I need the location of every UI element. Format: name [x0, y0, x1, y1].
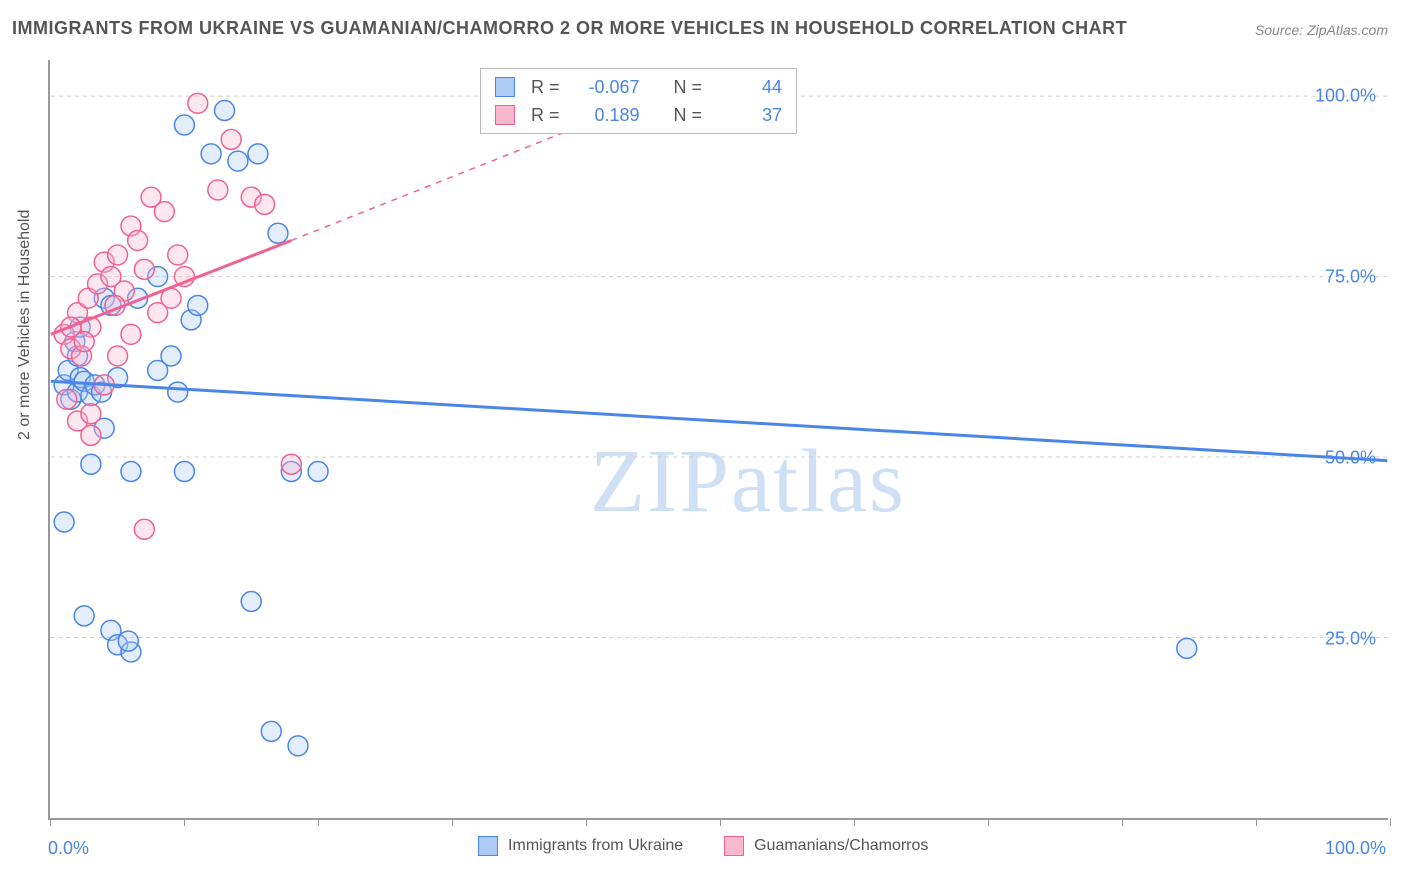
- scatter-point: [241, 591, 261, 611]
- scatter-point: [108, 245, 128, 265]
- scatter-point: [308, 462, 328, 482]
- scatter-point: [248, 144, 268, 164]
- x-tick: [452, 818, 453, 826]
- scatter-point: [188, 295, 208, 315]
- scatter-point: [174, 462, 194, 482]
- swatch-series2-icon: [495, 105, 515, 125]
- source-label: Source: ZipAtlas.com: [1255, 22, 1388, 38]
- scatter-point: [128, 231, 148, 251]
- y-tick-label: 75.0%: [1325, 267, 1376, 288]
- legend-item-series1: Immigrants from Ukraine: [478, 837, 688, 854]
- scatter-point: [221, 129, 241, 149]
- stats-row-series1: R = -0.067 N = 44: [495, 73, 782, 101]
- scatter-point: [134, 259, 154, 279]
- scatter-point: [288, 736, 308, 756]
- x-tick: [50, 818, 51, 826]
- scatter-point: [154, 202, 174, 222]
- scatter-point: [188, 93, 208, 113]
- x-tick: [1122, 818, 1123, 826]
- y-tick-label: 25.0%: [1325, 629, 1376, 650]
- scatter-point: [268, 223, 288, 243]
- scatter-point: [108, 346, 128, 366]
- scatter-point: [208, 180, 228, 200]
- scatter-point: [148, 303, 168, 323]
- scatter-point: [168, 245, 188, 265]
- scatter-point: [74, 606, 94, 626]
- legend-label-series1: Immigrants from Ukraine: [508, 837, 683, 854]
- n-label: N =: [674, 73, 703, 101]
- y-tick-label: 50.0%: [1325, 448, 1376, 469]
- n-value-series1: 44: [712, 73, 782, 101]
- legend-item-series2: Guamanians/Chamorros: [724, 837, 929, 854]
- x-tick: [184, 818, 185, 826]
- scatter-point: [81, 454, 101, 474]
- scatter-point: [255, 194, 275, 214]
- scatter-point: [1177, 638, 1197, 658]
- swatch-series1-icon: [478, 836, 498, 856]
- swatch-series1-icon: [495, 77, 515, 97]
- r-label: R =: [531, 73, 560, 101]
- r-value-series2: 0.189: [570, 101, 640, 129]
- x-tick: [586, 818, 587, 826]
- scatter-point: [74, 332, 94, 352]
- x-tick: [720, 818, 721, 826]
- scatter-point: [168, 382, 188, 402]
- scatter-point: [228, 151, 248, 171]
- scatter-point: [54, 512, 74, 532]
- scatter-point: [121, 462, 141, 482]
- x-tick: [1256, 818, 1257, 826]
- scatter-point: [161, 346, 181, 366]
- x-tick: [1390, 818, 1391, 826]
- scatter-point: [201, 144, 221, 164]
- scatter-point: [174, 115, 194, 135]
- scatter-svg: [50, 60, 1388, 818]
- chart-title: IMMIGRANTS FROM UKRAINE VS GUAMANIAN/CHA…: [12, 18, 1127, 39]
- legend-label-series2: Guamanians/Chamorros: [754, 837, 928, 854]
- plot-area: ZIPatlas R = -0.067 N = 44 R = 0.189 N =…: [48, 60, 1388, 820]
- scatter-point: [57, 389, 77, 409]
- r-value-series1: -0.067: [570, 73, 640, 101]
- n-label: N =: [674, 101, 703, 129]
- bottom-legend: Immigrants from Ukraine Guamanians/Chamo…: [0, 836, 1406, 856]
- scatter-point: [81, 404, 101, 424]
- y-tick-label: 100.0%: [1315, 86, 1376, 107]
- scatter-point: [118, 631, 138, 651]
- x-tick: [988, 818, 989, 826]
- x-tick: [854, 818, 855, 826]
- scatter-point: [261, 721, 281, 741]
- scatter-point: [215, 101, 235, 121]
- stats-row-series2: R = 0.189 N = 37: [495, 101, 782, 129]
- scatter-point: [281, 454, 301, 474]
- r-label: R =: [531, 101, 560, 129]
- regression-line: [51, 381, 1387, 460]
- n-value-series2: 37: [712, 101, 782, 129]
- stats-legend-box: R = -0.067 N = 44 R = 0.189 N = 37: [480, 68, 797, 134]
- scatter-point: [121, 324, 141, 344]
- y-axis-label: 2 or more Vehicles in Household: [16, 210, 34, 440]
- x-tick: [318, 818, 319, 826]
- swatch-series2-icon: [724, 836, 744, 856]
- scatter-point: [134, 519, 154, 539]
- scatter-point: [81, 425, 101, 445]
